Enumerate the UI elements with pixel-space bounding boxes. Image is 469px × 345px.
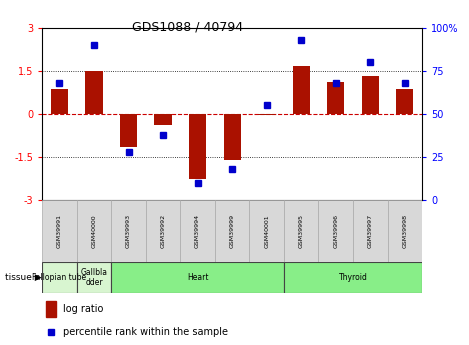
Text: GSM39993: GSM39993 bbox=[126, 214, 131, 248]
Text: Heart: Heart bbox=[187, 273, 208, 282]
Bar bbox=[51, 89, 68, 114]
Text: GDS1088 / 40794: GDS1088 / 40794 bbox=[132, 21, 243, 34]
Text: GSM39994: GSM39994 bbox=[195, 214, 200, 248]
Text: GSM39997: GSM39997 bbox=[368, 214, 373, 248]
Bar bbox=[189, 114, 206, 179]
Bar bbox=[387, 200, 422, 262]
Bar bbox=[111, 262, 284, 293]
Bar bbox=[396, 89, 414, 114]
Text: Thyroid: Thyroid bbox=[339, 273, 368, 282]
Bar bbox=[215, 200, 250, 262]
Bar bbox=[42, 262, 77, 293]
Text: GSM40000: GSM40000 bbox=[91, 214, 97, 248]
Bar bbox=[284, 262, 422, 293]
Bar bbox=[362, 77, 379, 114]
Text: GSM40001: GSM40001 bbox=[264, 214, 269, 248]
Text: log ratio: log ratio bbox=[63, 304, 104, 314]
Bar bbox=[293, 66, 310, 114]
Bar bbox=[258, 114, 275, 115]
Bar bbox=[353, 200, 387, 262]
Bar bbox=[146, 200, 181, 262]
Bar bbox=[327, 82, 344, 114]
Bar bbox=[42, 200, 77, 262]
Text: tissue ▶: tissue ▶ bbox=[5, 273, 41, 282]
Text: GSM39995: GSM39995 bbox=[299, 214, 304, 248]
Bar bbox=[46, 301, 55, 317]
Bar bbox=[284, 200, 318, 262]
Text: GSM39998: GSM39998 bbox=[402, 214, 408, 248]
Text: GSM39991: GSM39991 bbox=[57, 214, 62, 248]
Bar bbox=[77, 262, 111, 293]
Text: GSM39992: GSM39992 bbox=[160, 214, 166, 248]
Text: Fallopian tube: Fallopian tube bbox=[32, 273, 87, 282]
Bar bbox=[85, 71, 103, 114]
Text: Gallbla
dder: Gallbla dder bbox=[81, 268, 107, 287]
Bar bbox=[318, 200, 353, 262]
Bar bbox=[120, 114, 137, 147]
Bar bbox=[181, 200, 215, 262]
Bar bbox=[77, 200, 111, 262]
Bar bbox=[111, 200, 146, 262]
Text: GSM39999: GSM39999 bbox=[230, 214, 234, 248]
Bar bbox=[224, 114, 241, 160]
Text: percentile rank within the sample: percentile rank within the sample bbox=[63, 327, 228, 337]
Text: GSM39996: GSM39996 bbox=[333, 214, 338, 248]
Bar bbox=[250, 200, 284, 262]
Bar bbox=[154, 114, 172, 125]
